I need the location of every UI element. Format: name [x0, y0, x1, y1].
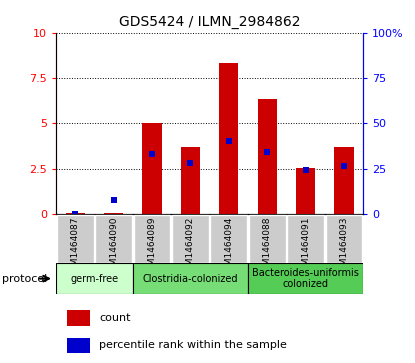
Point [264, 150, 271, 155]
Bar [104, 213, 123, 214]
Bar [219, 62, 238, 214]
Text: Bacteroides-uniformis
colonized: Bacteroides-uniformis colonized [252, 268, 359, 289]
Bar [248, 263, 363, 294]
Bar [210, 215, 247, 263]
Bar [325, 215, 362, 263]
Bar [57, 215, 94, 263]
Text: GSM1464089: GSM1464089 [147, 217, 156, 277]
Bar [249, 215, 286, 263]
Point [302, 167, 309, 173]
Title: GDS5424 / ILMN_2984862: GDS5424 / ILMN_2984862 [119, 15, 300, 29]
Bar [67, 310, 90, 326]
Text: GSM1464093: GSM1464093 [339, 217, 349, 277]
Point [110, 197, 117, 203]
Point [341, 163, 347, 169]
Bar [133, 263, 248, 294]
Text: Clostridia-colonized: Clostridia-colonized [143, 274, 238, 284]
Bar [134, 215, 171, 263]
Bar [287, 215, 324, 263]
Text: GSM1464094: GSM1464094 [224, 217, 233, 277]
Bar [67, 338, 90, 353]
Point [187, 160, 194, 166]
Text: GSM1464091: GSM1464091 [301, 217, 310, 277]
Point [72, 211, 78, 217]
Bar [142, 122, 161, 214]
Bar [56, 263, 133, 294]
Text: GSM1464090: GSM1464090 [109, 217, 118, 277]
Point [225, 138, 232, 144]
Text: count: count [99, 313, 131, 323]
Text: GSM1464087: GSM1464087 [71, 217, 80, 277]
Text: GSM1464092: GSM1464092 [186, 217, 195, 277]
Bar [95, 215, 132, 263]
Text: germ-free: germ-free [71, 274, 118, 284]
Bar [181, 147, 200, 214]
Point [149, 151, 155, 157]
Text: GSM1464088: GSM1464088 [263, 217, 272, 277]
Text: percentile rank within the sample: percentile rank within the sample [99, 340, 287, 350]
Bar [334, 147, 354, 214]
Bar [258, 99, 277, 214]
Bar [172, 215, 209, 263]
Bar [66, 213, 85, 214]
Text: protocol: protocol [2, 274, 47, 284]
Bar [296, 168, 315, 214]
